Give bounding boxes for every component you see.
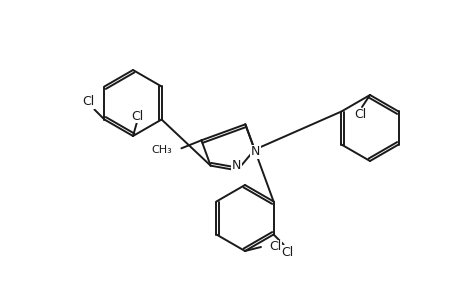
Text: N: N <box>250 145 260 158</box>
Text: Cl: Cl <box>131 110 143 122</box>
Text: N: N <box>231 159 241 172</box>
Text: Cl: Cl <box>82 95 95 108</box>
Text: CH₃: CH₃ <box>151 145 172 155</box>
Text: Cl: Cl <box>353 109 365 122</box>
Text: Cl: Cl <box>281 246 293 259</box>
Text: Cl: Cl <box>269 241 280 254</box>
